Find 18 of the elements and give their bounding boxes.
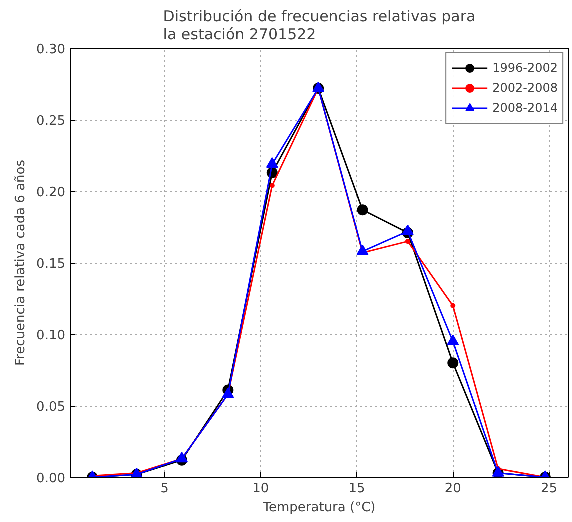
y-tick-label: 0.20 [36,186,66,200]
y-tick-label: 0.00 [36,472,66,486]
x-tick-label: 20 [444,482,462,496]
y-tick-label: 0.05 [36,400,66,415]
y-tick-label: 0.25 [36,114,66,129]
legend-label: 1996-2002 [492,61,558,75]
y-tick-label: 0.10 [36,328,66,344]
x-axis-title: Temperatura (°C) [262,500,376,516]
x-tick-label: 25 [541,482,558,496]
chart-title: Distribución de frecuencias relativas para la estación 2701522 [163,8,476,44]
x-tick-label: 15 [348,482,366,496]
y-tick-label: 0.30 [36,42,66,58]
x-tick-label: 10 [252,482,270,496]
y-tick-label: 0.15 [36,257,66,272]
legend-label: 2008-2014 [492,101,558,115]
y-axis-title: Frecuencia relativa cada 6 años [14,160,29,366]
legend-label: 2002-2008 [492,81,558,95]
x-tick-label: 5 [160,482,169,496]
